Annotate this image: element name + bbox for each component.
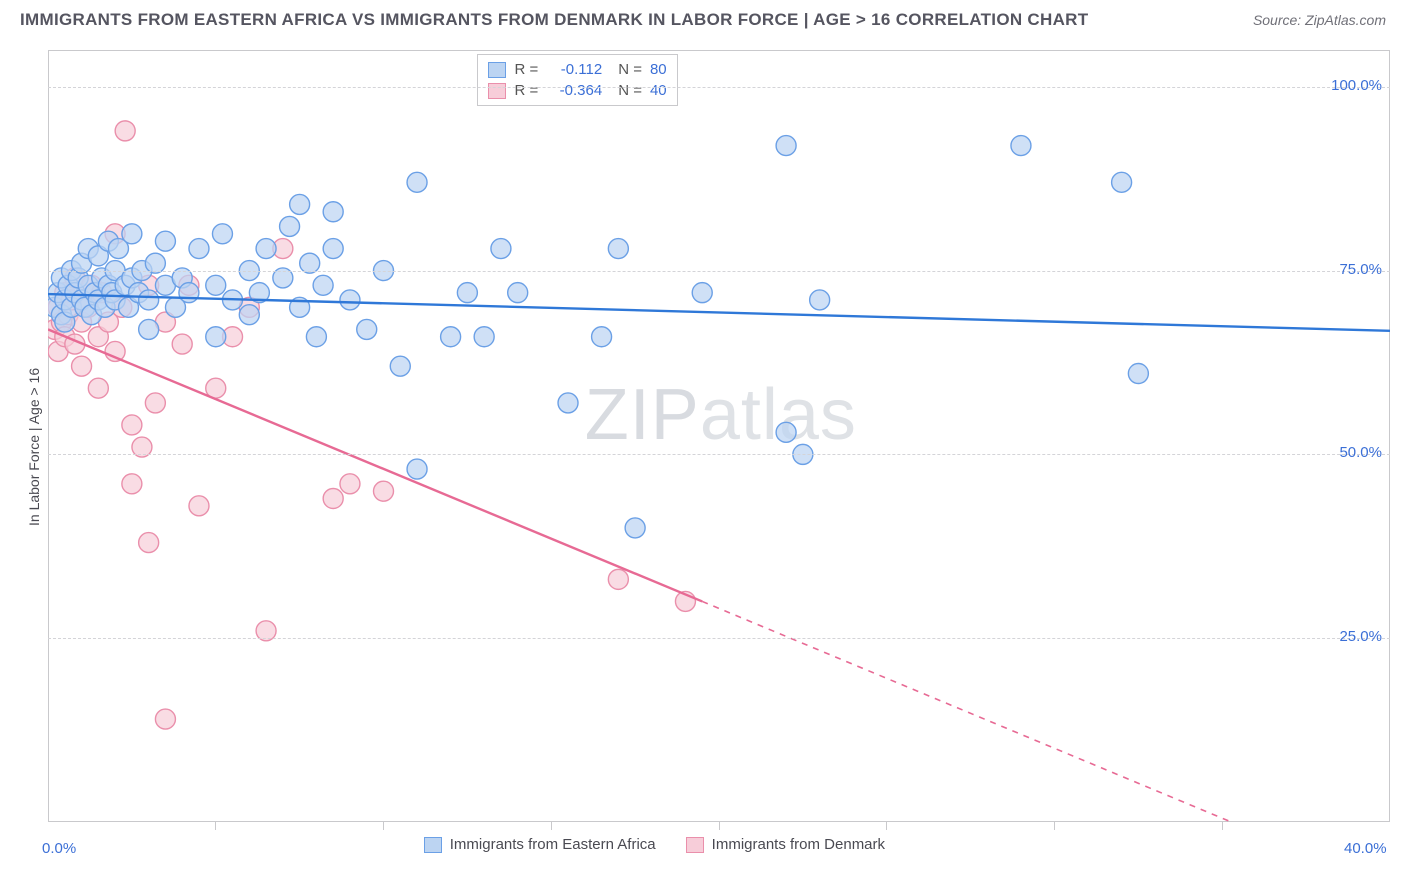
blue-point	[558, 393, 578, 413]
pink-point	[608, 569, 628, 589]
pink-point	[172, 334, 192, 354]
x-tick-mark	[886, 822, 887, 830]
blue-point	[776, 136, 796, 156]
blue-point	[1011, 136, 1031, 156]
blue-point	[592, 327, 612, 347]
gridline	[48, 271, 1390, 272]
pink-point	[323, 488, 343, 508]
blue-point	[206, 275, 226, 295]
blue-point	[313, 275, 333, 295]
blue-point	[608, 239, 628, 259]
pink-trendline	[48, 329, 702, 601]
x-tick-mark	[215, 822, 216, 830]
blue-point	[256, 239, 276, 259]
pink-point	[122, 474, 142, 494]
pink-point	[189, 496, 209, 516]
blue-point	[810, 290, 830, 310]
y-tick-label: 25.0%	[1339, 628, 1382, 645]
gridline	[48, 87, 1390, 88]
blue-point	[1112, 172, 1132, 192]
pink-point	[139, 533, 159, 553]
y-tick-label: 100.0%	[1331, 77, 1382, 94]
pink-trendline-extrapolated	[702, 601, 1390, 888]
pink-point	[155, 709, 175, 729]
blue-point	[357, 319, 377, 339]
blue-point	[122, 224, 142, 244]
chart-svg	[0, 0, 1406, 892]
blue-point	[340, 290, 360, 310]
blue-point	[189, 239, 209, 259]
blue-point	[407, 459, 427, 479]
blue-point	[692, 283, 712, 303]
x-tick-mark	[551, 822, 552, 830]
blue-point	[407, 172, 427, 192]
blue-point	[776, 422, 796, 442]
blue-point	[239, 305, 259, 325]
y-tick-label: 75.0%	[1339, 261, 1382, 278]
x-max-label: 40.0%	[1344, 840, 1387, 857]
pink-point	[115, 121, 135, 141]
blue-point	[1128, 364, 1148, 384]
blue-point	[474, 327, 494, 347]
blue-point	[625, 518, 645, 538]
blue-point	[139, 319, 159, 339]
pink-point	[72, 356, 92, 376]
gridline	[48, 638, 1390, 639]
blue-point	[323, 202, 343, 222]
pink-point	[88, 378, 108, 398]
x-tick-mark	[1222, 822, 1223, 830]
pink-point	[122, 415, 142, 435]
blue-point	[290, 194, 310, 214]
x-tick-mark	[719, 822, 720, 830]
pink-point	[145, 393, 165, 413]
blue-series	[45, 136, 1149, 538]
blue-point	[206, 327, 226, 347]
y-tick-label: 50.0%	[1339, 444, 1382, 461]
x-tick-mark	[1054, 822, 1055, 830]
blue-point	[179, 283, 199, 303]
blue-point	[212, 224, 232, 244]
gridline	[48, 454, 1390, 455]
blue-point	[390, 356, 410, 376]
blue-point	[139, 290, 159, 310]
blue-point	[508, 283, 528, 303]
blue-point	[323, 239, 343, 259]
x-tick-mark	[383, 822, 384, 830]
x-origin-label: 0.0%	[42, 840, 76, 857]
blue-point	[155, 231, 175, 251]
pink-point	[340, 474, 360, 494]
pink-point	[374, 481, 394, 501]
blue-point	[441, 327, 461, 347]
blue-point	[306, 327, 326, 347]
blue-point	[491, 239, 511, 259]
blue-point	[280, 216, 300, 236]
blue-point	[457, 283, 477, 303]
